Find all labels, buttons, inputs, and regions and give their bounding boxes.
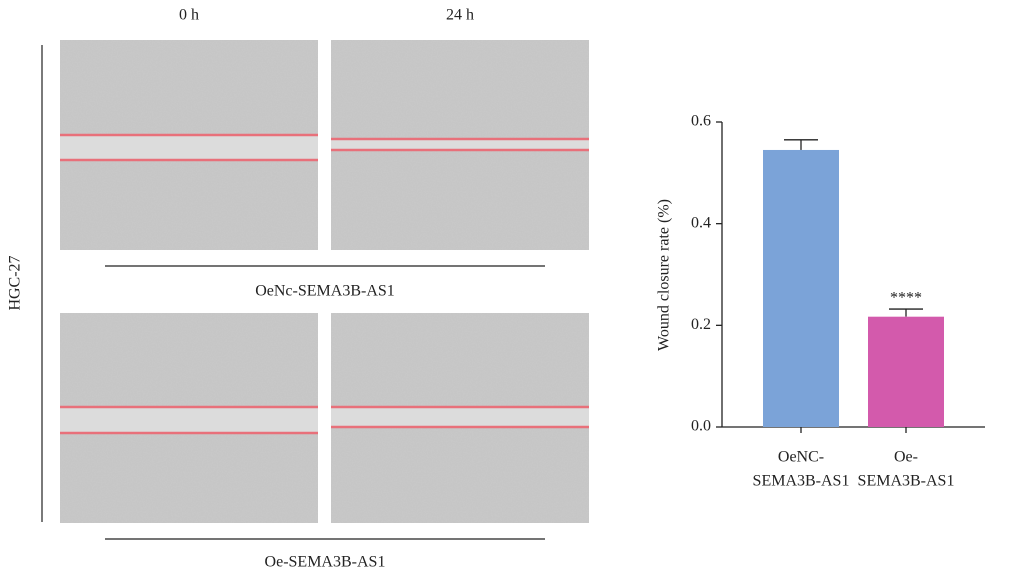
bar [868,317,944,427]
y-tick-label: 0.2 [691,316,711,333]
row-label: HGC-27 [7,255,24,310]
page: HGC-27 0 h 24 h OeNc-SEMA3B-AS1 Oe-SEMA3… [0,0,1009,576]
figure: HGC-27 0 h 24 h OeNc-SEMA3B-AS1 Oe-SEMA3… [0,0,1009,576]
group-label: OeNc-SEMA3B-AS1 [255,283,395,300]
wound-gap [331,139,589,150]
y-axis-label: Wound closure rate (%) [656,199,673,351]
y-tick-label: 0.4 [691,214,711,231]
wound-gap [60,407,318,433]
x-tick-label: SEMA3B-AS1 [858,473,955,490]
group-label: Oe-SEMA3B-AS1 [265,554,386,571]
x-tick-label: Oe- [894,449,918,466]
column-label: 24 h [446,7,474,24]
bar [763,150,839,427]
wound-gap [60,135,318,160]
x-tick-label: SEMA3B-AS1 [753,473,850,490]
micrographs [60,40,589,523]
column-label: 0 h [179,7,199,24]
bar-chart: 0.0 0.2 0.4 0.6 Wound closure rate (%) OeNC- S… [656,113,985,490]
y-tick-label: 0.6 [691,113,711,130]
y-tick-label: 0.0 [691,418,711,435]
significance-label: **** [890,290,922,307]
wound-gap [331,407,589,427]
x-tick-label: OeNC- [778,449,824,466]
